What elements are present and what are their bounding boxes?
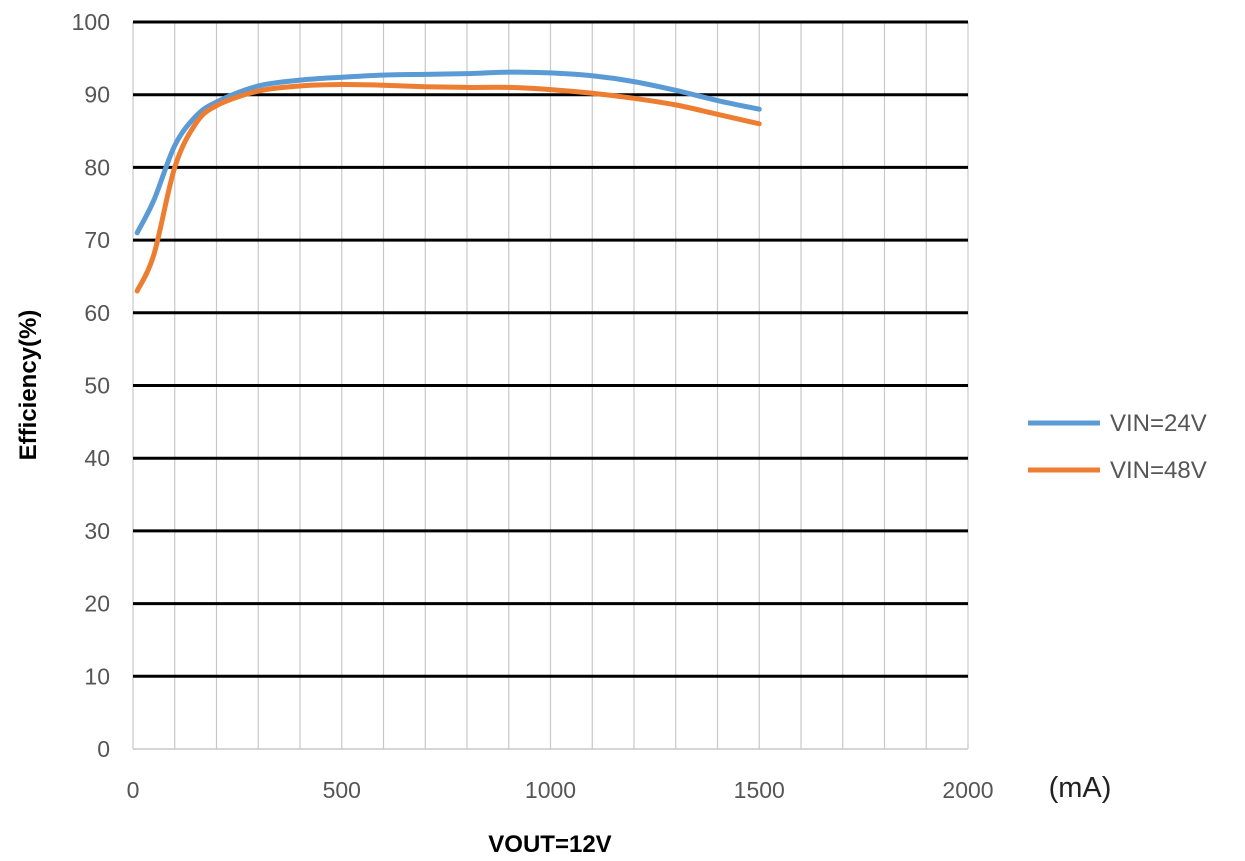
y-tick-label: 90 <box>84 82 110 108</box>
y-tick-label: 60 <box>84 300 110 326</box>
y-tick-label: 20 <box>84 591 110 617</box>
legend-label-vin-24v: VIN=24V <box>1110 410 1207 437</box>
x-axis-title: VOUT=12V <box>488 831 611 858</box>
x-tick-label: 0 <box>127 777 140 803</box>
y-tick-label: 50 <box>84 373 110 399</box>
x-tick-label: 2000 <box>942 777 993 803</box>
y-tick-label: 100 <box>72 9 110 35</box>
x-tick-label: 1500 <box>734 777 785 803</box>
major-gridlines <box>133 20 968 750</box>
y-axis-title: Efficiency(%) <box>15 310 42 461</box>
x-tick-labels: 0 500 1000 1500 2000 <box>127 777 994 803</box>
legend-item-vin-24v: VIN=24V <box>1028 410 1207 437</box>
series-line-vin-24v <box>134 69 762 236</box>
y-tick-label: 40 <box>84 445 110 471</box>
y-tick-label: 70 <box>84 227 110 253</box>
y-tick-label: 10 <box>84 663 110 689</box>
x-tick-label: 1000 <box>525 777 576 803</box>
series-line-vin-48v <box>134 82 762 294</box>
y-tick-label: 0 <box>97 736 110 762</box>
legend-item-vin-48v: VIN=48V <box>1028 457 1207 484</box>
y-tick-label: 30 <box>84 518 110 544</box>
legend-label-vin-48v: VIN=48V <box>1110 457 1207 484</box>
legend: VIN=24V VIN=48V <box>1028 410 1207 484</box>
x-tick-label: 500 <box>323 777 361 803</box>
y-tick-labels: 0 10 20 30 40 50 60 70 80 90 100 <box>72 9 110 762</box>
y-tick-label: 80 <box>84 154 110 180</box>
series-lines <box>134 69 762 294</box>
x-axis-unit: (mA) <box>1049 772 1112 804</box>
